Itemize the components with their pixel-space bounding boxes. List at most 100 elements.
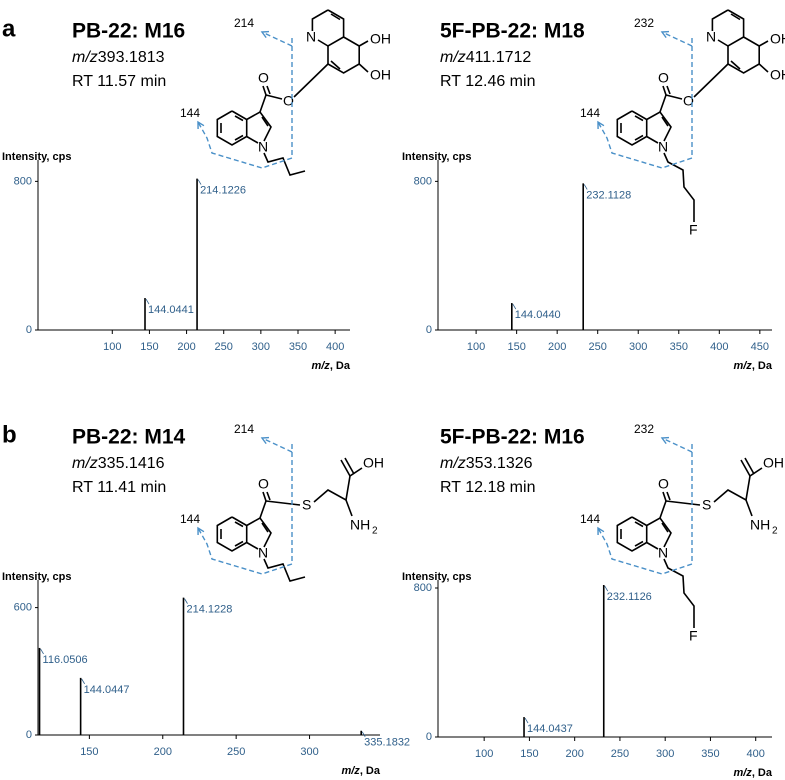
peak-label-leader: [184, 598, 188, 604]
bond: [659, 500, 667, 519]
fragment-label: 232: [634, 16, 654, 30]
bond: [666, 85, 671, 95]
x-axis-label-unit: , Da: [752, 767, 773, 779]
fragment-line: [661, 31, 693, 47]
bond: [246, 541, 259, 550]
bond: [713, 467, 763, 503]
bond: [259, 500, 267, 519]
x-tick-label: 150: [80, 746, 98, 758]
structure: O S OH NH 2 N 214 144: [180, 422, 384, 582]
y-tick-label: 0: [426, 324, 432, 336]
atom-label: O: [683, 93, 694, 109]
x-tick-label: 250: [227, 746, 245, 758]
subtitle: m/z353.1326: [440, 455, 533, 472]
peak-label-leader: [524, 717, 529, 724]
bond: [661, 116, 669, 127]
bond: [313, 467, 363, 503]
bond: [744, 457, 755, 475]
arrow-head: [597, 526, 605, 536]
atom-label: OH: [763, 455, 784, 471]
fragment-label: 144: [180, 512, 200, 526]
y-tick-label: 800: [14, 175, 32, 187]
atom-label: F: [689, 628, 698, 644]
bond: [634, 134, 644, 141]
atom-label: NH: [750, 517, 770, 533]
atom-label: F: [689, 222, 698, 238]
fragment-line: [261, 437, 293, 453]
y-tick-label: 600: [14, 602, 32, 614]
structure: N OH OH OO N F 232 144: [580, 9, 785, 238]
bond: [330, 13, 341, 21]
bond: [745, 499, 753, 517]
bond: [663, 152, 695, 222]
subtitle: m/z335.1416: [72, 455, 165, 472]
peak-label-leader: [583, 184, 588, 190]
x-tick-label: 300: [629, 341, 647, 353]
x-tick-label: 250: [589, 341, 607, 353]
atom-label: S: [302, 497, 311, 513]
y-axis-label: Intensity, cps: [2, 151, 71, 163]
bond: [344, 457, 355, 475]
bond: [646, 110, 672, 142]
peak-label: 335.1832: [364, 737, 410, 749]
bond: [740, 459, 751, 477]
atom-label: O: [658, 70, 669, 86]
peak-label: 144.0441: [148, 304, 194, 316]
x-tick-label: 400: [326, 341, 344, 353]
bond: [634, 540, 644, 547]
y-tick-label: 0: [26, 324, 32, 336]
x-axis-label-unit: , Da: [360, 765, 381, 777]
bond: [693, 63, 729, 98]
atom-label: O: [283, 93, 294, 109]
subtitle-value: 411.1712: [466, 49, 532, 66]
atom-label: OH: [770, 31, 785, 47]
fragment-label: 214: [234, 422, 254, 436]
bond: [265, 500, 301, 506]
x-tick-label: 200: [177, 341, 195, 353]
atom-label: O: [258, 70, 269, 86]
atom-label: 2: [372, 526, 378, 537]
chart-title: 5F-PB-22: M16: [440, 426, 585, 449]
bond: [717, 9, 745, 47]
subtitle-value: 393.1813: [98, 49, 165, 66]
atom-label: N: [306, 29, 316, 45]
fragment-label: 144: [580, 106, 600, 120]
y-tick-label: 0: [426, 731, 432, 743]
peak-label: 232.1128: [586, 189, 631, 201]
y-axis-label: Intensity, cps: [402, 571, 471, 583]
bond: [345, 499, 353, 517]
atom-label: N: [258, 545, 268, 561]
x-axis-label: m/z, Da: [733, 360, 772, 372]
subtitle-prefix: m/z: [72, 49, 98, 66]
bond: [665, 94, 683, 100]
bond: [234, 134, 244, 141]
subtitle: m/z393.1813: [72, 49, 165, 66]
bond: [265, 94, 283, 100]
atom-label: N: [658, 139, 668, 155]
bond: [758, 63, 769, 73]
x-tick-label: 200: [548, 341, 566, 353]
bond: [311, 9, 329, 31]
structure: O S OH NH 2 N F 232 144: [580, 422, 784, 644]
retention-time: RT 11.41 min: [72, 479, 166, 496]
fragment-label: 144: [580, 512, 600, 526]
bond: [646, 516, 672, 548]
bond: [266, 85, 271, 95]
x-axis-label-prefix: m/z: [733, 360, 752, 372]
atom-label: OH: [370, 31, 391, 47]
y-tick-label: 800: [414, 175, 432, 187]
chart-title: 5F-PB-22: M18: [440, 20, 585, 43]
retention-time: RT 12.46 min: [440, 73, 535, 90]
subtitle: m/z411.1712: [440, 49, 531, 66]
x-tick-label: 200: [565, 748, 583, 760]
bond: [662, 491, 667, 502]
fragment-line: [197, 121, 293, 169]
peak-label-leader: [81, 678, 85, 685]
x-tick-label: 350: [670, 341, 688, 353]
bond: [246, 110, 272, 142]
bond: [262, 85, 267, 96]
bond: [663, 558, 695, 628]
peak-label: 144.0440: [515, 309, 561, 321]
